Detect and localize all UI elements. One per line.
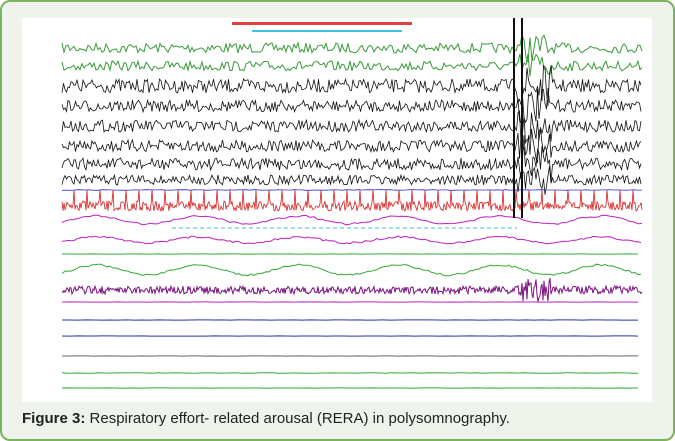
signal-trace [61,127,642,164]
signal-trace [61,372,639,374]
signal-trace [61,32,643,63]
hypnogram-bar [252,30,402,32]
signal-trace [61,278,643,302]
signal-trace [61,263,642,277]
signal-trace [61,214,643,226]
figure-label: Figure 3: [22,410,86,427]
plot-background [22,18,652,402]
signal-trace [61,64,642,107]
figure-caption: Figure 3: Respiratory effort- related ar… [22,410,510,427]
signal-trace [61,166,642,195]
signal-trace [61,235,642,245]
signal-trace [61,109,642,145]
caption-text: Respiratory effort- related arousal (RER… [89,410,510,427]
signal-trace [61,145,642,182]
hypnogram-bar [232,22,412,25]
signal-trace [61,189,642,191]
signal-trace [61,88,642,124]
signal-trace [61,189,643,213]
polysomnogram [22,18,652,402]
